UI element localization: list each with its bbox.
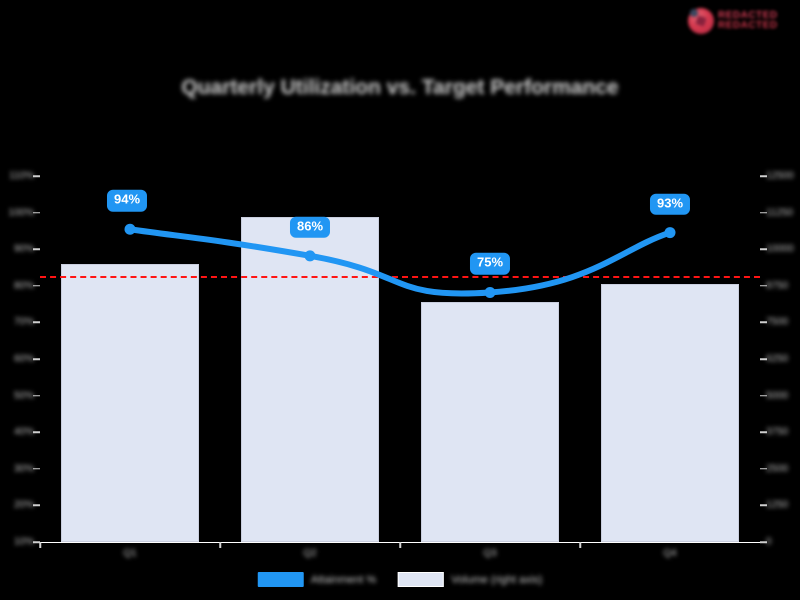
line-path: [127, 226, 673, 297]
y-axis-left-tick-label: 60%: [13, 353, 34, 365]
y-axis-right-tick-mark: [760, 321, 767, 324]
y-axis-left-tick-mark: [33, 248, 40, 250]
y-axis-left-tick-mark: [33, 358, 40, 360]
y-axis-right-tick-mark: [760, 504, 767, 507]
y-axis-right-tick-mark: [760, 358, 767, 360]
y-axis-left-tick-label: 80%: [13, 280, 34, 292]
y-axis-left-tick-label: 50%: [13, 390, 34, 402]
legend-item-bar[interactable]: Volume (right axis): [398, 572, 542, 587]
data-label: 93%: [649, 193, 691, 215]
y-axis-right-tick-mark: [760, 468, 767, 470]
line-point-marker[interactable]: [484, 286, 496, 298]
y-axis-right-tick-label: 10000: [766, 243, 794, 255]
y-axis-right-tick-label: 6250: [766, 353, 789, 365]
y-axis-right-tick-mark: [760, 541, 767, 543]
chart-title: Quarterly Utilization vs. Target Perform…: [181, 76, 619, 99]
y-axis-right-tick-label: 11250: [766, 207, 794, 219]
y-axis-left-tick-mark: [33, 285, 40, 287]
data-label: 86%: [289, 216, 331, 238]
y-axis-right-tick-mark: [760, 431, 767, 433]
y-axis-left-tick-label: 30%: [13, 463, 34, 475]
bar[interactable]: [601, 284, 739, 542]
legend-label-line: Attainment %: [310, 573, 377, 586]
bar[interactable]: [421, 301, 559, 542]
y-axis-right-tick-mark: [760, 248, 767, 250]
y-axis-right-tick-mark: [760, 285, 767, 287]
logo-line-2: REDACTED: [718, 20, 778, 31]
y-axis-left-tick-label: 90%: [13, 243, 34, 255]
x-axis-tick-label: Q3: [483, 548, 497, 559]
line-point-marker[interactable]: [664, 227, 676, 239]
y-axis-left-tick-mark: [33, 468, 40, 470]
y-axis-right-tick-label: 0: [766, 536, 772, 548]
y-axis-right-tick-mark: [760, 175, 767, 177]
logo-wordmark: REDACTED REDACTED: [718, 9, 778, 31]
y-axis-left-tick-label: 70%: [13, 316, 34, 328]
x-axis-tick-mark: [399, 542, 401, 548]
x-axis-tick-mark: [39, 542, 41, 548]
y-axis-right-tick-mark: [760, 394, 767, 397]
brand-logo: REDACTED REDACTED: [688, 6, 792, 36]
y-axis-left-tick-mark: [33, 541, 40, 543]
logo-line-1: REDACTED: [718, 9, 778, 21]
y-axis-right-tick-label: 5000: [766, 390, 789, 402]
data-label: 75%: [469, 253, 511, 275]
y-axis-left-tick-label: 100%: [8, 207, 34, 219]
y-axis-right-tick-label: 7500: [766, 316, 789, 328]
y-axis-left-tick-label: 110%: [9, 170, 34, 182]
legend-line-swatch-icon: [257, 572, 304, 587]
bar[interactable]: [241, 216, 379, 542]
y-axis-right-tick-label: 12500: [766, 170, 794, 182]
y-axis-left-tick-label: 40%: [13, 426, 34, 438]
chart-legend: Attainment % Volume (right axis): [248, 567, 553, 592]
y-axis-right-tick-label: 3750: [766, 426, 789, 438]
legend-item-line[interactable]: Attainment %: [257, 572, 377, 587]
bar[interactable]: [61, 263, 199, 542]
x-axis-tick-label: Q2: [303, 548, 317, 559]
legend-label-bar: Volume (right axis): [451, 573, 543, 586]
y-axis-left-tick-mark: [33, 211, 40, 214]
x-axis-tick-mark: [219, 542, 221, 548]
x-axis-tick-label: Q1: [123, 548, 137, 559]
line-point-marker[interactable]: [124, 223, 136, 235]
legend-bar-swatch-icon: [398, 572, 445, 587]
y-axis-left-tick-mark: [33, 394, 40, 397]
y-axis-left-tick-label: 10%: [13, 536, 34, 548]
y-axis-right-tick-label: 8750: [766, 280, 789, 292]
x-axis-tick-mark: [579, 542, 581, 548]
y-axis-right-tick-label: 2500: [766, 463, 789, 475]
y-axis-left-tick-mark: [33, 431, 40, 433]
y-axis-right-tick-mark: [760, 211, 767, 214]
x-axis-tick-label: Q4: [663, 548, 677, 559]
data-label: 94%: [106, 189, 148, 212]
y-axis-left-tick-mark: [33, 504, 40, 507]
target-line: [40, 275, 760, 278]
logo-mark-icon: [688, 8, 714, 34]
y-axis-left-tick-mark: [33, 175, 40, 177]
y-axis-left-tick-mark: [33, 321, 40, 324]
y-axis-right-tick-label: 1250: [766, 499, 789, 511]
y-axis-left-tick-label: 20%: [13, 499, 34, 511]
